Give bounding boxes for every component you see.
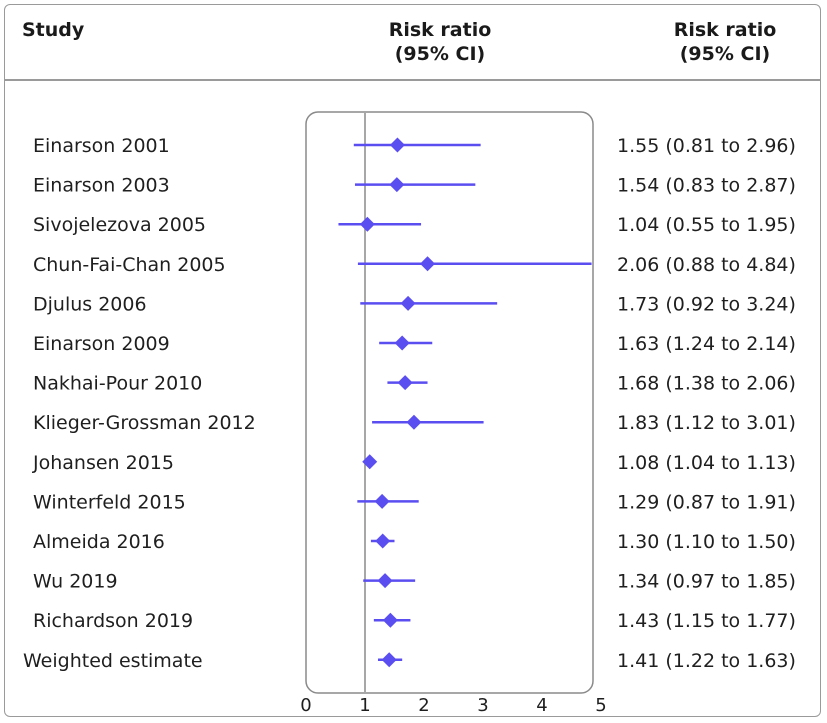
study-name: Einarson 2003 (33, 175, 170, 197)
study-name: Nakhai-Pour 2010 (33, 373, 202, 395)
study-column-header: Study (22, 18, 84, 42)
point-estimate-marker (381, 652, 397, 668)
study-row: Nakhai-Pour 2010 1.68 (1.38 to 2.06) (33, 373, 796, 395)
risk-ratio-value: 1.08 (1.04 to 1.13) (617, 452, 796, 474)
risk-ratio-plot-header-line1: Risk ratio (388, 19, 492, 41)
study-name: Djulus 2006 (33, 293, 147, 315)
study-row: Einarson 2003 1.54 (0.83 to 2.87) (33, 175, 796, 197)
point-estimate-marker (375, 533, 391, 549)
risk-ratio-value: 1.73 (0.92 to 3.24) (617, 293, 796, 315)
risk-ratio-value: 1.68 (1.38 to 2.06) (617, 373, 796, 395)
study-name: Weighted estimate (23, 650, 203, 672)
risk-ratio-value: 1.83 (1.12 to 3.01) (617, 412, 796, 434)
study-row: Klieger-Grossman 2012 1.83 (1.12 to 3.01) (33, 412, 796, 434)
study-rows: Einarson 2001 1.55 (0.81 to 2.96)Einarson… (23, 135, 796, 672)
point-estimate-marker (420, 256, 436, 272)
risk-ratio-value: 1.30 (1.10 to 1.50) (617, 531, 796, 553)
point-estimate-marker (389, 177, 405, 193)
point-estimate-marker (400, 295, 416, 311)
point-estimate-marker (382, 612, 398, 628)
study-name: Klieger-Grossman 2012 (33, 412, 256, 434)
study-row: Richardson 2019 1.43 (1.15 to 1.77) (33, 610, 796, 632)
study-row: Johansen 2015 1.08 (1.04 to 1.13) (32, 452, 796, 474)
point-estimate-marker (389, 137, 405, 153)
point-estimate-marker (377, 573, 393, 589)
risk-ratio-value: 1.04 (0.55 to 1.95) (617, 214, 796, 236)
study-name: Almeida 2016 (33, 531, 165, 553)
x-tick-label: 3 (477, 695, 488, 716)
header-divider (5, 79, 820, 81)
study-row: Chun-Fai-Chan 2005 2.06 (0.88 to 4.84) (33, 254, 796, 276)
study-row: Almeida 2016 1.30 (1.10 to 1.50) (33, 531, 796, 553)
point-estimate-marker (394, 335, 410, 351)
risk-ratio-value: 2.06 (0.88 to 4.84) (617, 254, 796, 276)
risk-ratio-value: 1.43 (1.15 to 1.77) (617, 610, 796, 632)
point-estimate-marker (397, 375, 413, 391)
study-row: Sivojelezova 2005 1.04 (0.55 to 1.95) (33, 214, 796, 236)
study-row: Weighted estimate 1.41 (1.22 to 1.63) (23, 650, 796, 672)
study-row: Einarson 2001 1.55 (0.81 to 2.96) (33, 135, 796, 157)
study-name: Einarson 2009 (33, 333, 170, 355)
study-name: Richardson 2019 (33, 610, 193, 632)
risk-ratio-plot-header: Risk ratio (95% CI) (355, 18, 525, 66)
risk-ratio-value: 1.29 (0.87 to 1.91) (617, 491, 796, 513)
study-name: Sivojelezova 2005 (33, 214, 206, 236)
study-name: Johansen 2015 (32, 452, 174, 474)
risk-ratio-value: 1.54 (0.83 to 2.87) (617, 175, 796, 197)
x-tick-label: 1 (359, 695, 370, 716)
x-axis-ticks: 0 1 2 3 4 5 (300, 695, 606, 716)
point-estimate-marker (359, 216, 375, 232)
x-tick-label: 0 (300, 695, 311, 716)
study-row: Djulus 2006 1.73 (0.92 to 3.24) (33, 293, 796, 315)
study-row: Wu 2019 1.34 (0.97 to 1.85) (33, 571, 796, 593)
study-header-text: Study (22, 19, 85, 41)
study-name: Einarson 2001 (33, 135, 170, 157)
study-name: Wu 2019 (33, 571, 118, 593)
risk-ratio-value: 1.34 (0.97 to 1.85) (617, 571, 796, 593)
risk-ratio-value: 1.63 (1.24 to 2.14) (617, 333, 796, 355)
risk-ratio-value: 1.41 (1.22 to 1.63) (617, 650, 796, 672)
point-estimate-marker (406, 414, 422, 430)
risk-ratio-value: 1.55 (0.81 to 2.96) (617, 135, 796, 157)
study-row: Einarson 2009 1.63 (1.24 to 2.14) (33, 333, 796, 355)
study-name: Chun-Fai-Chan 2005 (33, 254, 226, 276)
risk-ratio-values-header-line2: (95% CI) (679, 43, 771, 65)
x-tick-label: 2 (418, 695, 429, 716)
x-tick-label: 4 (536, 695, 547, 716)
risk-ratio-values-header: Risk ratio (95% CI) (640, 18, 810, 66)
point-estimate-marker (374, 493, 390, 509)
plot-area-box (305, 111, 594, 694)
study-row: Winterfeld 2015 1.29 (0.87 to 1.91) (33, 491, 796, 513)
risk-ratio-values-header-line1: Risk ratio (673, 19, 777, 41)
study-name: Winterfeld 2015 (33, 491, 186, 513)
risk-ratio-plot-header-line2: (95% CI) (394, 43, 486, 65)
figure-frame (4, 4, 821, 717)
point-estimate-marker (362, 454, 378, 470)
x-tick-label: 5 (595, 695, 606, 716)
